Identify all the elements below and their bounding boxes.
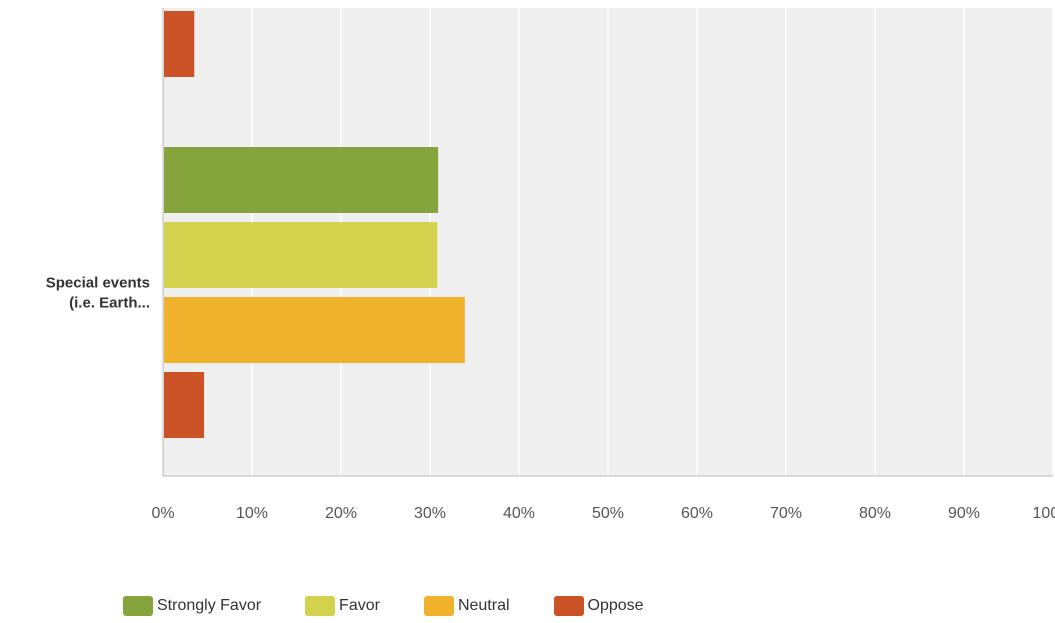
legend-swatch-oppose xyxy=(553,596,584,616)
x-tick-label: 80% xyxy=(859,505,891,522)
bar-favor xyxy=(164,222,438,288)
x-tick-labels: 0% 10% 20% 30% 40% 50% 60% 70% 80% 90% 100% xyxy=(151,505,1055,522)
category-labels: Special events (i.e. Earth... xyxy=(46,275,150,312)
category-label: (i.e. Earth... xyxy=(69,295,150,312)
bars xyxy=(164,11,465,438)
x-tick-label: 10% xyxy=(236,505,268,522)
x-tick-label: 0% xyxy=(151,505,174,522)
x-tick-label: 100% xyxy=(1033,505,1055,522)
x-tick-label: 90% xyxy=(948,505,980,522)
x-tick-label: 70% xyxy=(770,505,802,522)
legend-swatch-favor xyxy=(305,596,336,616)
legend-item-neutral: Neutral xyxy=(423,596,510,616)
legend-label-favor: Favor xyxy=(339,597,380,614)
x-tick-label: 30% xyxy=(414,505,446,522)
legend: Strongly Favor Favor Neutral Oppose xyxy=(123,596,688,616)
legend-item-oppose: Oppose xyxy=(553,596,644,616)
bar-neutral xyxy=(164,297,465,363)
legend-label-strongly-favor: Strongly Favor xyxy=(157,597,262,614)
legend-swatch-neutral xyxy=(423,596,454,616)
legend-label-neutral: Neutral xyxy=(457,597,510,614)
bar-strongly-favor xyxy=(164,147,439,213)
bar-oppose xyxy=(164,11,195,77)
x-tick-label: 50% xyxy=(592,505,624,522)
legend-item-favor: Favor xyxy=(305,596,380,616)
x-tick-label: 40% xyxy=(503,505,535,522)
x-tick-label: 60% xyxy=(681,505,713,522)
legend-item-strongly-favor: Strongly Favor xyxy=(123,596,261,616)
legend-label-oppose: Oppose xyxy=(587,597,644,614)
category-label: Special events xyxy=(46,275,150,292)
legend-swatch-strongly-favor xyxy=(123,596,153,616)
x-tick-label: 20% xyxy=(325,505,357,522)
bar-oppose xyxy=(164,372,205,438)
